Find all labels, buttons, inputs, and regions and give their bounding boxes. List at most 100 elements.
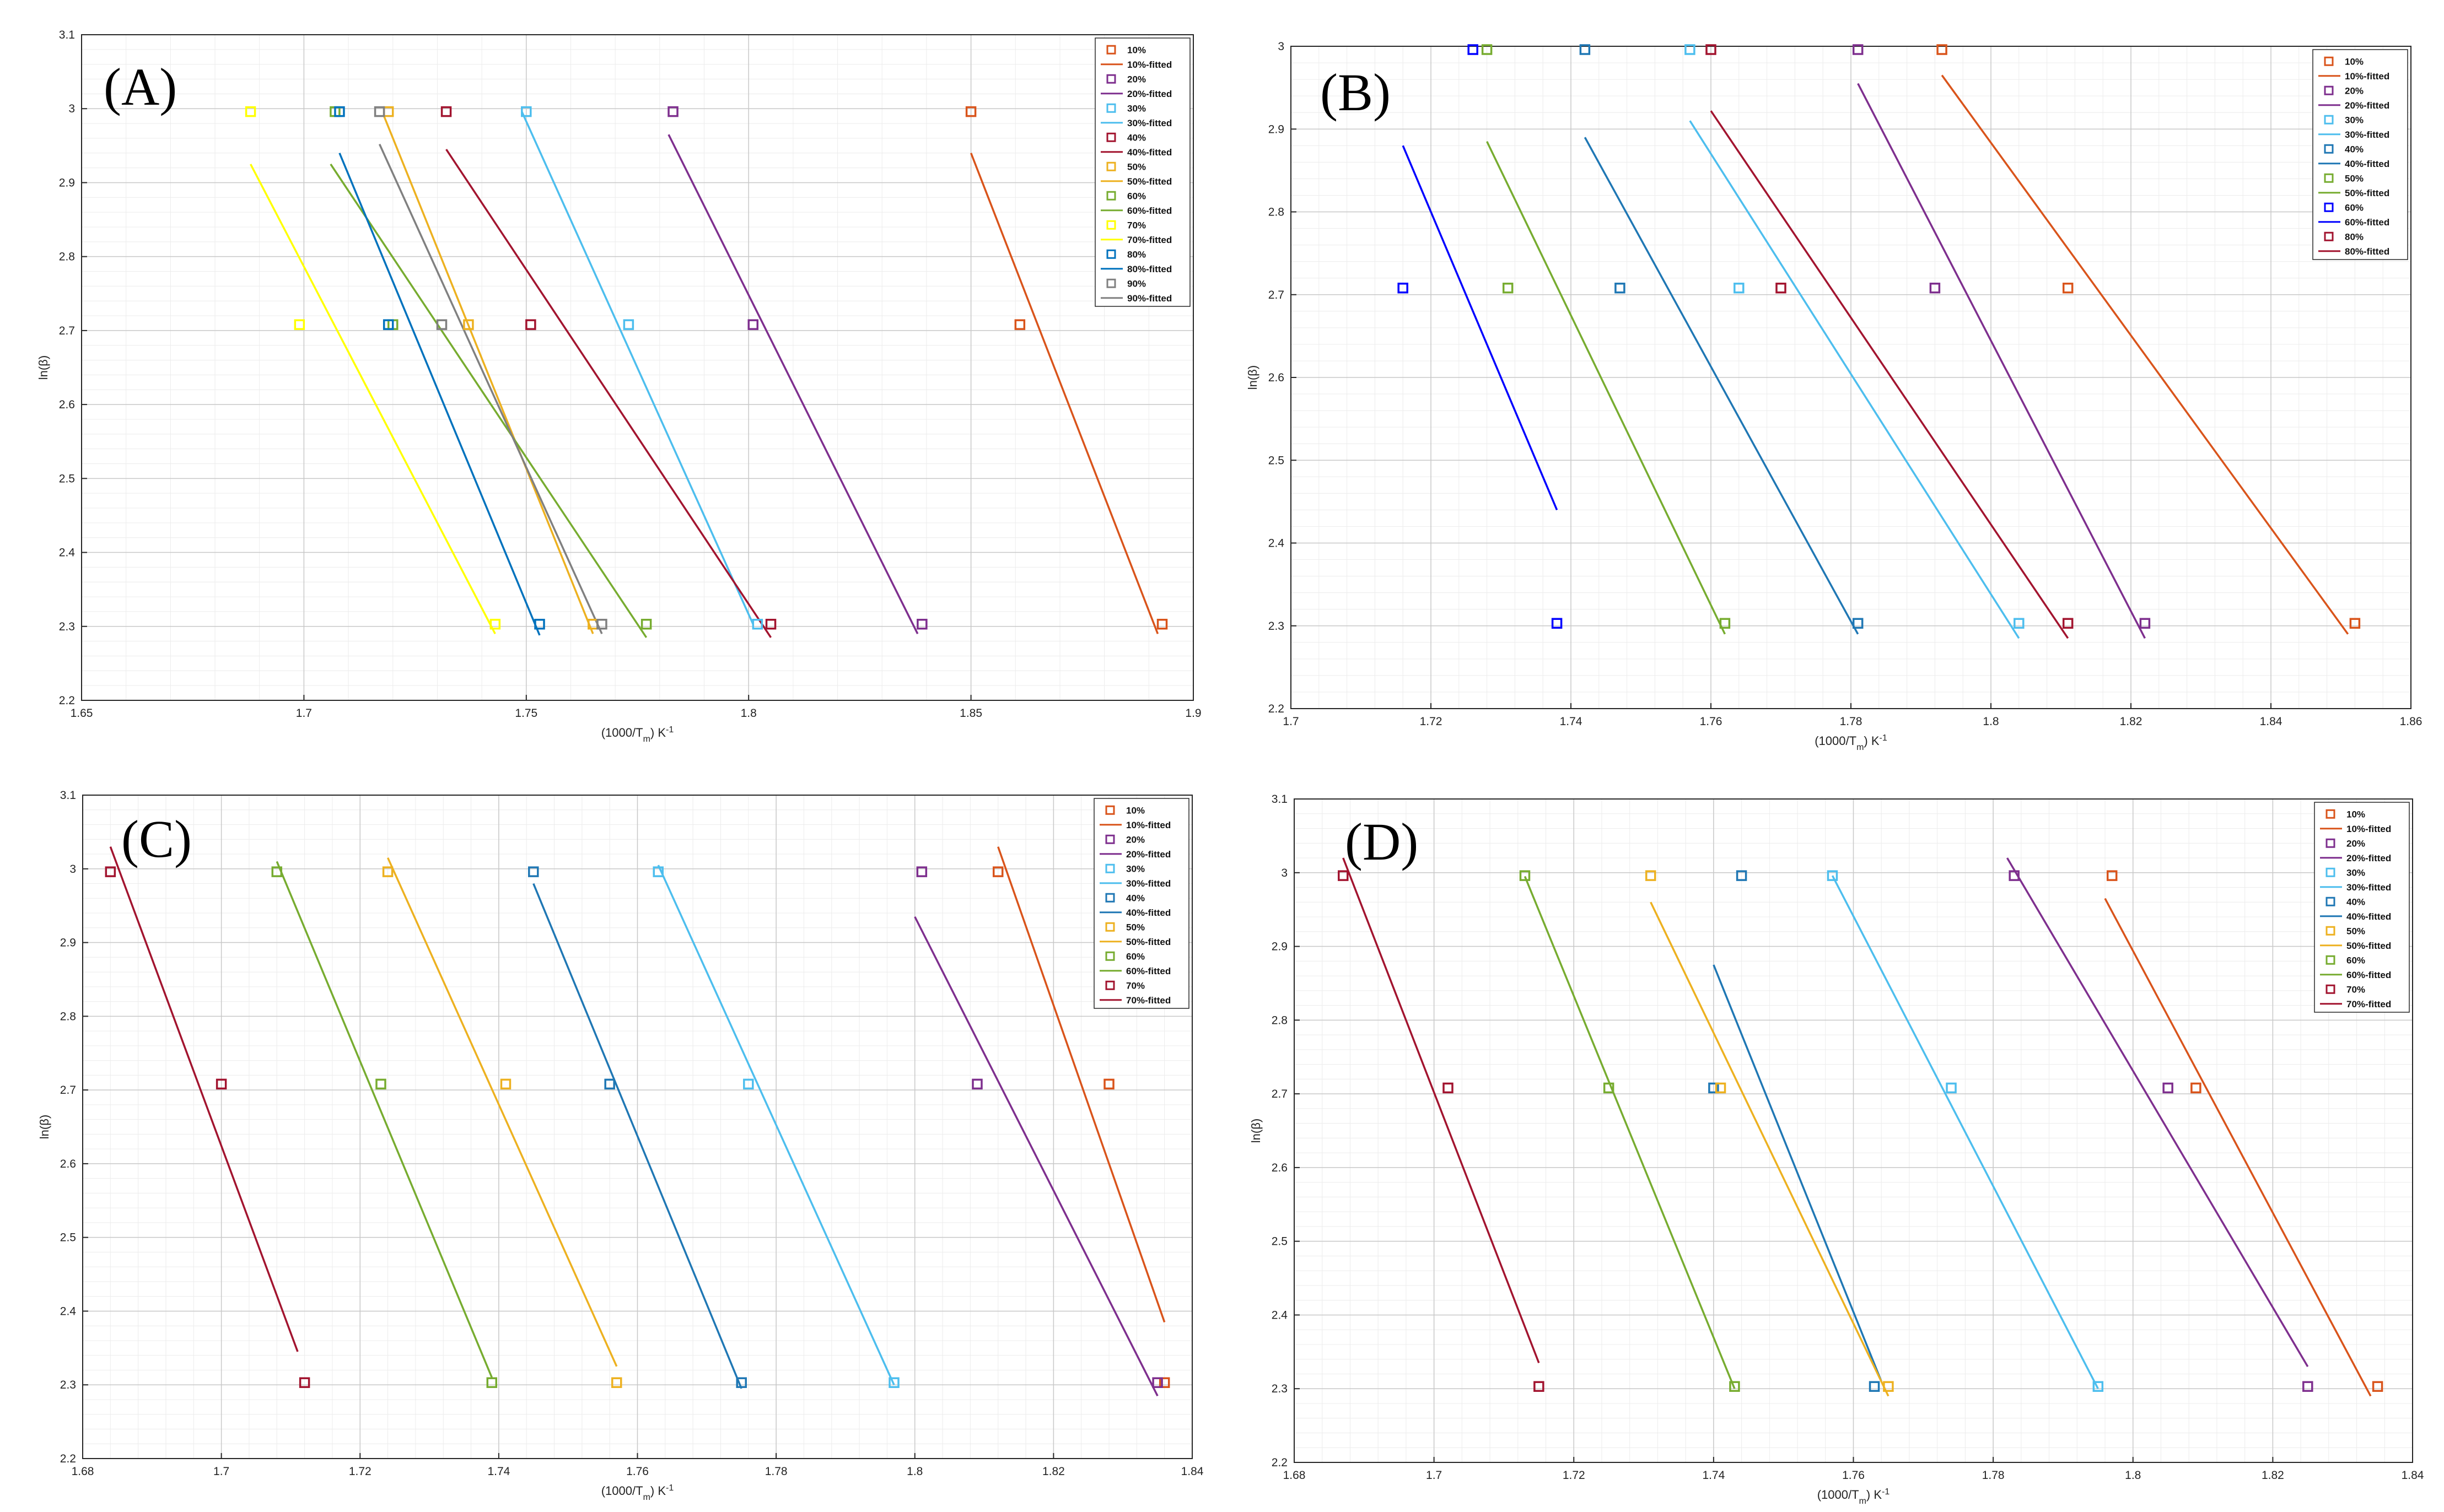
legend-label-fitted: 50%-fitted (2345, 188, 2389, 198)
fit-line-20pct (1857, 83, 2146, 639)
x-tick-label: 1.68 (1283, 1469, 1306, 1482)
data-point-10pct (992, 866, 1004, 877)
y-tick-label: 2.6 (1268, 371, 1284, 384)
legend-marker (1106, 249, 1116, 259)
data-point-50pct (382, 866, 394, 877)
legend-marker (1106, 161, 1116, 171)
legend-label: 40% (2345, 144, 2364, 154)
y-tick-label: 2.8 (59, 251, 75, 263)
data-point-70pct (299, 1377, 310, 1388)
x-axis-label-xlabel-tail: ) K (650, 1484, 666, 1498)
data-point-70pct (294, 319, 305, 330)
y-tick-label: 2.4 (60, 1305, 77, 1317)
legend-label-fitted: 10%-fitted (1126, 820, 1171, 830)
data-point-40pct (1614, 282, 1625, 294)
data-point-30pct (1827, 870, 1838, 881)
legend-label-fitted: 30%-fitted (2345, 129, 2389, 140)
x-axis-label-xlabel-tail: ) K (1864, 734, 1879, 748)
fit-line-20pct (914, 916, 1159, 1397)
legend-label: 50% (1127, 161, 1146, 172)
x-tick-label: 1.78 (1982, 1469, 2005, 1482)
x-tick-label: 1.8 (2125, 1469, 2141, 1482)
y-axis-label: ln(β) (36, 355, 50, 380)
data-point-50pct (1883, 1381, 1894, 1392)
x-tick-label: 1.68 (72, 1465, 94, 1478)
legend-label-fitted: 30%-fitted (2346, 882, 2391, 893)
data-point-30pct (2092, 1381, 2104, 1392)
data-point-20pct (972, 1078, 983, 1090)
legend-label-fitted: 20%-fitted (2345, 100, 2389, 111)
legend-label-fitted: 70%-fitted (1127, 235, 1172, 245)
x-axis-label: (1000/Tm) K-1 (1815, 733, 1887, 752)
data-point-10pct (2106, 870, 2118, 881)
y-axis-label: ln(β) (37, 1115, 51, 1139)
data-point-20pct (1929, 282, 1941, 294)
x-tick-label: 1.7 (296, 707, 312, 720)
data-point-40pct (736, 1377, 747, 1388)
legend-label: 20% (2345, 85, 2364, 96)
legend-label: 60% (2346, 955, 2365, 965)
legend-label: 40% (1126, 893, 1145, 903)
x-axis-label-xlabel: (1000/T (1817, 1488, 1859, 1502)
data-point-10pct (1014, 319, 1026, 330)
data-point-10pct (2190, 1082, 2201, 1094)
data-point-50pct (500, 1078, 512, 1090)
data-point-60pct (486, 1377, 498, 1388)
fit-line-60pct (1524, 876, 1736, 1389)
chart-panel-1: 1.7 1.72 1.74 1.76 1.78 1.8 1.82 1.84 1.86 2.2 2.3… (1246, 40, 2422, 752)
y-tick-label: 2.4 (1272, 1309, 1288, 1321)
y-tick-label: 2.7 (59, 325, 75, 337)
legend-label-fitted: 10%-fitted (2346, 824, 2391, 834)
x-tick-label: 1.76 (1842, 1469, 1865, 1482)
legend-label: 50% (2345, 173, 2364, 183)
y-tick-label: 2.7 (1272, 1088, 1288, 1100)
data-point-40pct (1708, 1082, 1719, 1094)
fit-line-30pct (1689, 120, 2020, 639)
x-axis-label: (1000/Tm) K-1 (601, 1483, 674, 1502)
x-tick-label: 1.72 (1420, 715, 1442, 728)
legend-label-fitted: 50%-fitted (2346, 941, 2391, 951)
legend-label: 30% (2346, 867, 2365, 878)
panel-label: (A) (104, 57, 177, 116)
legend-marker (2324, 231, 2334, 241)
legend-label: 70% (1127, 220, 1146, 230)
legend-marker (1105, 922, 1115, 932)
y-tick-label: 2.3 (59, 620, 75, 633)
x-axis-label-xlabel-sup: -1 (666, 725, 674, 735)
y-tick-label: 2.9 (60, 937, 76, 949)
data-point-20pct (917, 619, 928, 630)
data-point-60pct (1551, 618, 1563, 629)
data-point-60pct (1603, 1082, 1614, 1094)
y-tick-label: 2.8 (1268, 206, 1284, 219)
legend-label-fitted: 70%-fitted (1126, 995, 1171, 1006)
legend-marker (1106, 278, 1116, 288)
fit-line-50pct (1650, 901, 1889, 1397)
x-tick-label: 1.74 (487, 1465, 510, 1478)
legend-marker (2324, 202, 2334, 212)
x-tick-label: 1.84 (1181, 1465, 1204, 1478)
data-point-10pct (1103, 1078, 1115, 1090)
y-tick-label: 3.1 (59, 29, 75, 41)
legend-label: 80% (2345, 231, 2364, 242)
x-axis-label-xlabel-sup: -1 (666, 1483, 674, 1493)
axes-frame (81, 34, 1194, 701)
legend-marker (2324, 173, 2334, 183)
legend-marker (1105, 980, 1115, 990)
legend-label-fitted: 50%-fitted (1126, 937, 1171, 947)
fit-line-40pct (445, 149, 772, 638)
x-axis-label-xlabel: (1000/T (601, 726, 643, 739)
x-tick-label: 1.82 (2120, 715, 2142, 728)
legend-marker (2325, 955, 2335, 965)
legend-label-fitted: 30%-fitted (1126, 878, 1171, 889)
x-tick-label: 1.86 (2400, 715, 2423, 728)
x-tick-label: 1.78 (765, 1465, 788, 1478)
panel-label: (C) (121, 809, 192, 868)
data-point-40pct (525, 319, 536, 330)
legend-label: 20% (1126, 834, 1145, 845)
data-point-10pct (2349, 618, 2361, 629)
legend-label-fitted: 40%-fitted (2346, 911, 2391, 922)
data-point-70pct (489, 619, 501, 630)
data-point-10pct (1156, 619, 1168, 630)
fit-line-10pct (2104, 898, 2372, 1397)
fit-line-40pct (1713, 964, 1882, 1382)
